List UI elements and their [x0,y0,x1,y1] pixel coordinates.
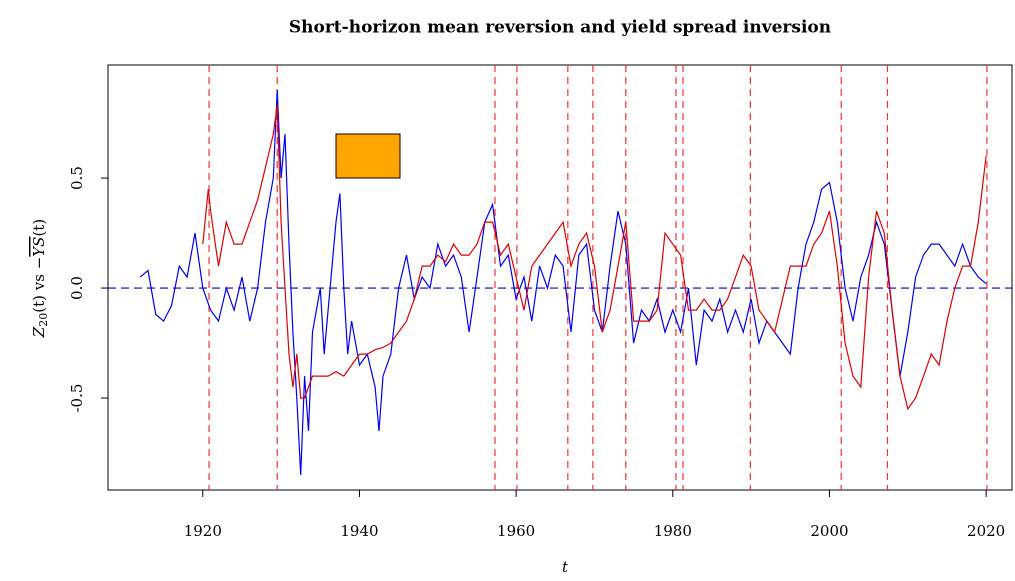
chart-title: Short-horizon mean reversion and yield s… [289,18,831,38]
series-line [139,90,987,476]
x-tick-label: 2020 [967,522,1005,540]
y-label-part: (t) [30,219,48,237]
plot-frame [107,64,1013,491]
x-axis-label: t [562,558,569,576]
x-tick-label: 1920 [184,522,222,540]
x-tick-label: 1960 [497,522,535,540]
y-label-part: YS [30,237,48,257]
y-label-part: (t) vs − [30,257,48,313]
y-label-part: 20 [37,313,50,327]
series-line [202,105,987,411]
y-axis-label: Z20(t) vs −YS(t) [30,219,50,338]
x-tick-label: 1980 [654,522,692,540]
y-tick-label: -0.5 [68,384,86,413]
annotation-box [335,133,401,179]
y-tick-label: 0.5 [68,166,86,190]
y-tick-label: 0.0 [68,276,86,300]
y-label-part: Z [30,326,48,338]
x-tick-label: 1940 [340,522,378,540]
x-tick-label: 2000 [810,522,848,540]
